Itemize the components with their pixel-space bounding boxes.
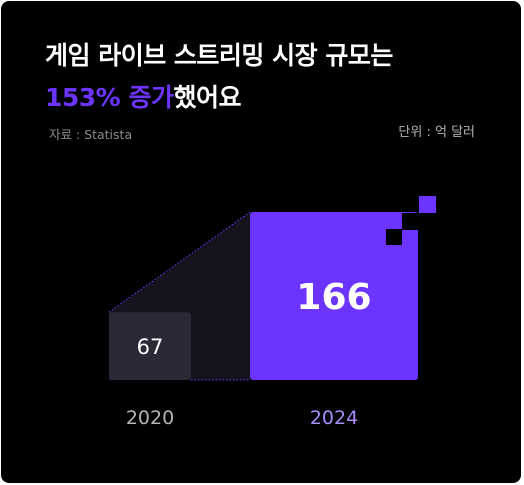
unit-note: 단위 : 억 달러 xyxy=(398,125,475,140)
chart-title: 게임 라이브 스트리밍 시장 규모는 153% 증가했어요 xyxy=(45,35,393,119)
value-label-2024: 166 xyxy=(296,277,371,318)
title-line-1: 게임 라이브 스트리밍 시장 규모는 xyxy=(45,41,393,70)
pixel-decoration xyxy=(386,229,402,245)
value-label-2020: 67 xyxy=(137,335,164,359)
bar-2020 xyxy=(109,312,191,380)
title-highlight: 153% 증가 xyxy=(45,83,174,112)
category-label-2020: 2020 xyxy=(126,407,174,429)
source-note: 자료 : Statista xyxy=(49,127,133,142)
pixel-decoration xyxy=(402,213,419,230)
bar-2024 xyxy=(250,212,418,380)
connector-top-edge xyxy=(108,211,251,313)
pixel-decoration xyxy=(419,196,436,213)
category-label-2024: 2024 xyxy=(310,407,358,429)
title-line-2-rest: 했어요 xyxy=(173,83,241,112)
